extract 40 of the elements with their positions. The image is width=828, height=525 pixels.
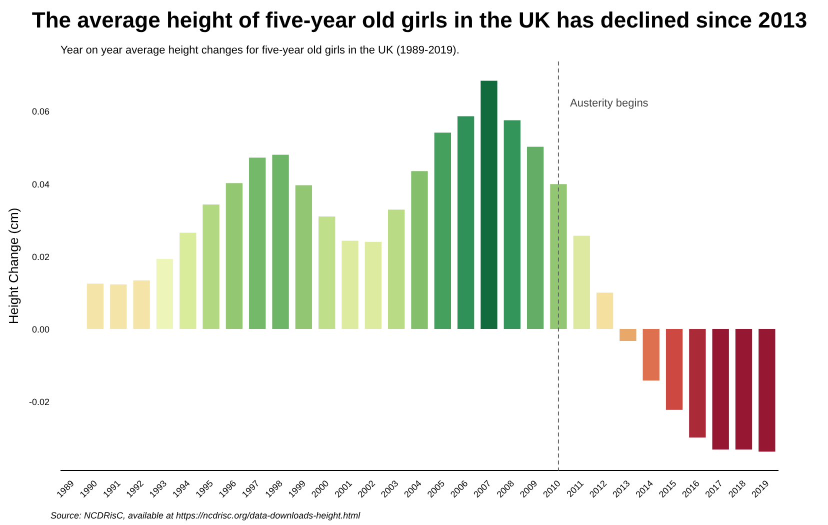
bar [249,158,266,329]
bar [318,216,336,329]
bar [156,258,174,329]
bar [504,120,520,329]
bar [712,328,729,450]
y-tick-label: 0.06 [32,106,50,117]
bar [272,154,289,329]
bar [388,210,405,329]
bar [758,328,776,452]
bar [434,132,451,329]
bar [735,328,752,450]
y-tick-label: 0.02 [32,252,50,262]
chart-subtitle: Year on year average height changes for five-year old girls in the UK (1989-2019). [60,44,460,56]
ref-line-label: Austerity begins [570,98,649,110]
bar [180,232,196,329]
bar [86,284,104,329]
chart-title: The average height of five-year old girls in the UK has declined since 2013 [32,8,808,32]
bar [295,185,312,329]
y-tick-label: 0.00 [32,324,50,334]
bar [596,292,614,329]
bar [202,204,220,329]
bar [411,171,428,329]
bar [526,146,544,329]
bar [133,280,150,329]
bar [342,240,358,329]
y-axis-title: Height Change (cm) [6,208,21,324]
y-tick-label: -0.02 [28,397,50,408]
bar [480,80,498,329]
bar [642,328,660,380]
bar [689,328,706,438]
bar [573,236,590,329]
bar [620,328,636,341]
bar [666,328,683,410]
bar [550,184,567,329]
bar [110,284,127,329]
source-note: Source: NCDRisC, available at https://ncdrisc.org/data-downloads-height.html [50,510,362,520]
y-tick-label: 0.04 [32,179,50,190]
bar [226,183,243,329]
bar [457,116,474,329]
bar [364,242,382,329]
